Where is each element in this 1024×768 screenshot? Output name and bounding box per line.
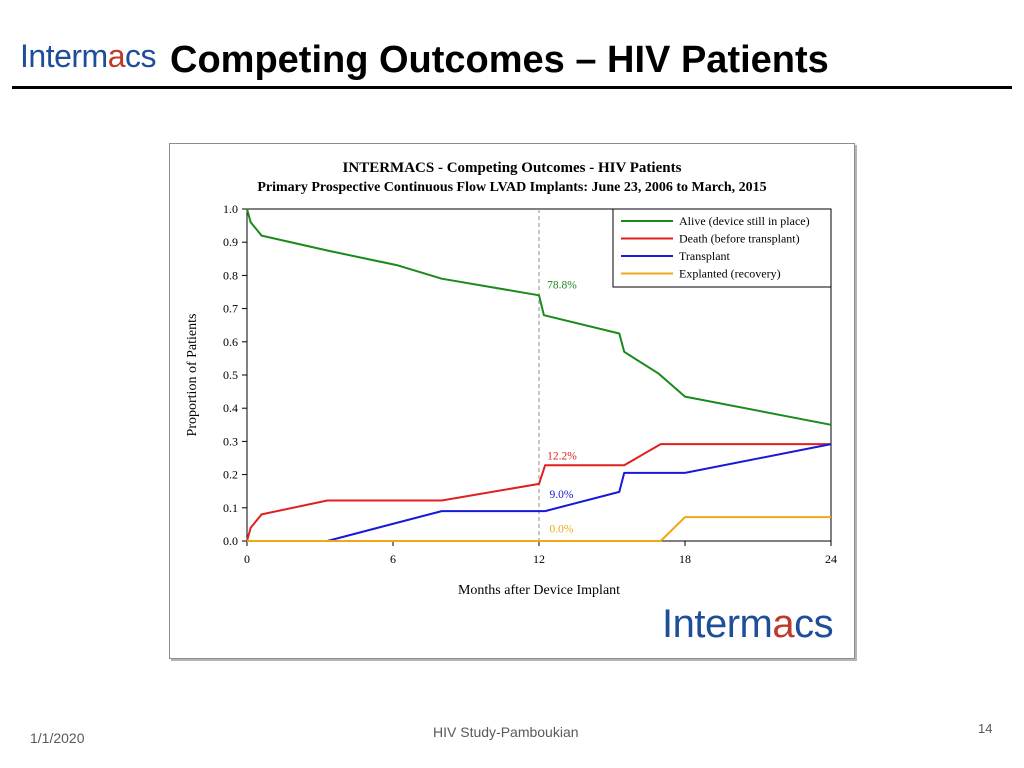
footer-study-label: HIV Study-Pamboukian	[433, 724, 579, 740]
footer-date: 1/1/2020	[30, 730, 85, 746]
x-tick-label: 6	[390, 552, 396, 566]
legend-entry-2: Transplant	[679, 249, 731, 263]
x-axis-label: Months after Device Implant	[458, 583, 620, 598]
y-tick-label: 0.9	[223, 235, 238, 249]
series-line-1	[246, 443, 831, 542]
y-tick-label: 1.0	[223, 202, 238, 216]
y-tick-label: 0.5	[223, 368, 238, 382]
x-tick-label: 18	[679, 552, 691, 566]
intermacs-logo-chart: Intermacs	[662, 602, 834, 646]
y-tick-label: 0.4	[223, 401, 238, 415]
series-line-2	[247, 443, 832, 542]
y-tick-label: 0.8	[223, 268, 238, 282]
intermacs-logo-header: Intermacs	[20, 38, 156, 74]
y-tick-label: 0.1	[223, 501, 238, 515]
series-data-label-3: 0.0%	[550, 524, 574, 536]
chart-title: INTERMACS - Competing Outcomes - HIV Pat…	[343, 160, 682, 176]
y-axis-label: Proportion of Patients	[185, 314, 200, 437]
chart-subtitle: Primary Prospective Continuous Flow LVAD…	[257, 180, 766, 195]
y-tick-label: 0.7	[223, 302, 238, 316]
page-number: 14	[978, 721, 993, 736]
slide-title: Competing Outcomes – HIV Patients	[170, 39, 829, 81]
title-underline	[12, 86, 1012, 89]
series-line-0	[246, 208, 832, 426]
series-line-3	[247, 516, 831, 542]
x-tick-label: 0	[244, 552, 250, 566]
series-data-label-0: 78.8%	[547, 280, 577, 292]
legend-entry-1: Death (before transplant)	[679, 232, 800, 246]
y-tick-label: 0.0	[223, 534, 238, 548]
legend-entry-0: Alive (device still in place)	[679, 214, 810, 228]
series-data-label-2: 9.0%	[550, 489, 574, 501]
chart-frame: INTERMACS - Competing Outcomes - HIV Pat…	[169, 143, 855, 659]
legend-entry-3: Explanted (recovery)	[679, 267, 781, 281]
y-tick-label: 0.2	[223, 468, 238, 482]
y-tick-label: 0.6	[223, 335, 238, 349]
competing-outcomes-chart: INTERMACS - Competing Outcomes - HIV Pat…	[185, 160, 837, 598]
y-tick-label: 0.3	[223, 434, 238, 448]
x-tick-label: 12	[533, 552, 545, 566]
series-data-label-1: 12.2%	[547, 451, 577, 463]
x-tick-label: 24	[825, 552, 837, 566]
